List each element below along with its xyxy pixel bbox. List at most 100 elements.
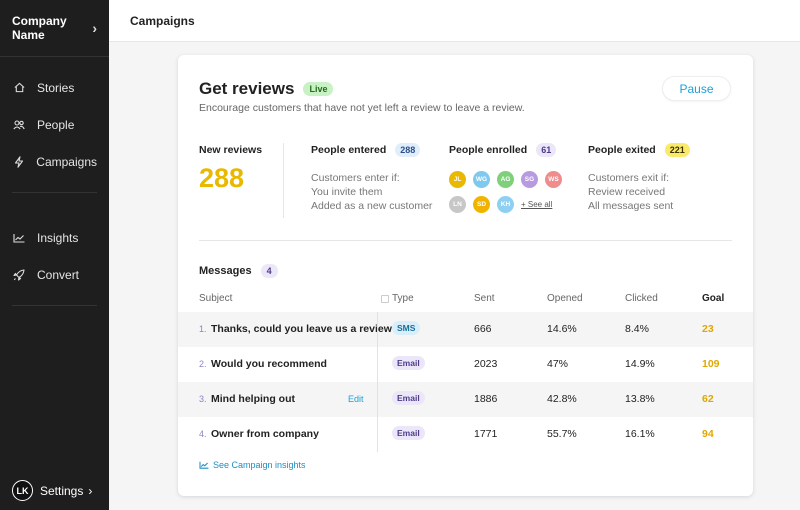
chevron-right-icon: › bbox=[88, 483, 93, 498]
avatar[interactable]: LN bbox=[449, 196, 466, 213]
row-number: 2. bbox=[199, 359, 207, 369]
people-exited-count: 221 bbox=[664, 143, 690, 157]
column-header-sent[interactable]: Sent bbox=[474, 293, 495, 304]
messages-title: Messages bbox=[199, 265, 252, 277]
column-header-opened[interactable]: Opened bbox=[547, 293, 583, 304]
sidebar-item-people[interactable]: People bbox=[12, 106, 97, 143]
clicked-value: 16.1% bbox=[625, 428, 655, 440]
exit-condition-line: All messages sent bbox=[588, 200, 674, 212]
sent-value: 1886 bbox=[474, 393, 498, 405]
column-header-type[interactable]: Type bbox=[392, 293, 414, 304]
nav-secondary: Insights Convert bbox=[12, 207, 97, 306]
campaign-title: Get reviews bbox=[199, 79, 295, 98]
clicked-value: 14.9% bbox=[625, 358, 655, 370]
column-header-goal[interactable]: Goal bbox=[702, 293, 725, 304]
sidebar-item-insights[interactable]: Insights bbox=[12, 219, 97, 256]
insights-link-label: See Campaign insights bbox=[213, 460, 306, 470]
sent-value: 2023 bbox=[474, 358, 498, 370]
sidebar: Company Name › Stories People Campaigns bbox=[0, 0, 109, 510]
sidebar-item-stories[interactable]: Stories bbox=[12, 69, 97, 106]
table-row[interactable]: 3. Mind helping out Edit Email 1886 42.8… bbox=[178, 382, 753, 417]
settings-button[interactable]: LK Settings › bbox=[12, 480, 92, 501]
people-entered-label: People entered bbox=[311, 144, 387, 156]
campaign-description: Encourage customers that have not yet le… bbox=[199, 102, 525, 114]
message-subject[interactable]: Would you recommend bbox=[211, 358, 327, 370]
goal-value: 62 bbox=[702, 393, 714, 405]
sidebar-item-convert[interactable]: Convert bbox=[12, 256, 97, 293]
pause-button[interactable]: Pause bbox=[662, 76, 731, 101]
goal-value: 109 bbox=[702, 358, 720, 370]
row-number: 3. bbox=[199, 394, 207, 404]
chart-icon bbox=[12, 231, 26, 245]
select-all-checkbox[interactable] bbox=[381, 295, 389, 303]
enter-condition-line: You invite them bbox=[311, 186, 383, 198]
people-exited-header: People exited 221 bbox=[588, 143, 690, 157]
company-switcher[interactable]: Company Name › bbox=[0, 0, 109, 57]
enter-condition-line: Customers enter if: bbox=[311, 172, 400, 184]
sidebar-item-label: Stories bbox=[37, 80, 75, 95]
sidebar-item-campaigns[interactable]: Campaigns bbox=[12, 143, 97, 180]
rocket-icon bbox=[12, 268, 26, 282]
row-number: 4. bbox=[199, 429, 207, 439]
message-subject[interactable]: Owner from company bbox=[211, 428, 319, 440]
campaign-title-row: Get reviews Live bbox=[199, 79, 334, 99]
new-reviews-value: 288 bbox=[199, 163, 245, 193]
exit-condition-line: Review received bbox=[588, 186, 666, 198]
clicked-value: 8.4% bbox=[625, 323, 649, 335]
message-subject[interactable]: Mind helping out bbox=[211, 393, 295, 405]
see-all-link[interactable]: + See all bbox=[521, 200, 553, 209]
avatar[interactable]: JL bbox=[449, 171, 466, 188]
message-subject[interactable]: Thanks, could you leave us a review bbox=[211, 323, 392, 335]
people-enrolled-count: 61 bbox=[536, 143, 557, 157]
enter-condition-line: Added as a new customer bbox=[311, 200, 433, 212]
type-badge: Email bbox=[392, 356, 425, 370]
campaign-card: Get reviews Live Encourage customers tha… bbox=[178, 55, 753, 496]
see-campaign-insights-link[interactable]: See Campaign insights bbox=[199, 460, 306, 470]
lightning-icon bbox=[12, 155, 25, 169]
opened-value: 42.8% bbox=[547, 393, 577, 405]
people-enrolled-label: People enrolled bbox=[449, 144, 528, 156]
clicked-value: 13.8% bbox=[625, 393, 655, 405]
divider bbox=[199, 240, 732, 241]
table-row[interactable]: 1. Thanks, could you leave us a review S… bbox=[178, 312, 753, 347]
avatar[interactable]: SG bbox=[521, 171, 538, 188]
divider bbox=[283, 143, 284, 218]
enrolled-avatars: JL WG AG SG WS LN SD KH + See all bbox=[449, 171, 569, 221]
avatar[interactable]: SD bbox=[473, 196, 490, 213]
type-badge: Email bbox=[392, 391, 425, 405]
sidebar-item-label: People bbox=[37, 117, 75, 132]
exit-condition-line: Customers exit if: bbox=[588, 172, 670, 184]
people-enrolled-header: People enrolled 61 bbox=[449, 143, 557, 157]
messages-header: Messages 4 bbox=[199, 264, 278, 278]
avatar[interactable]: WG bbox=[473, 171, 490, 188]
new-reviews-label: New reviews bbox=[199, 144, 263, 156]
column-divider bbox=[377, 312, 378, 452]
company-name: Company Name bbox=[12, 14, 67, 42]
opened-value: 47% bbox=[547, 358, 569, 370]
messages-table: 1. Thanks, could you leave us a review S… bbox=[178, 312, 753, 452]
avatar[interactable]: KH bbox=[497, 196, 514, 213]
goal-value: 23 bbox=[702, 323, 714, 335]
home-icon bbox=[12, 81, 26, 95]
opened-value: 55.7% bbox=[547, 428, 577, 440]
sent-value: 1771 bbox=[474, 428, 498, 440]
sidebar-item-label: Campaigns bbox=[36, 154, 97, 169]
column-header-clicked[interactable]: Clicked bbox=[625, 293, 658, 304]
chart-icon bbox=[199, 461, 209, 469]
avatar: LK bbox=[12, 480, 33, 501]
avatar[interactable]: AG bbox=[497, 171, 514, 188]
table-row[interactable]: 2. Would you recommend Email 2023 47% 14… bbox=[178, 347, 753, 382]
people-entered-header: People entered 288 bbox=[311, 143, 421, 157]
sidebar-item-label: Insights bbox=[37, 230, 79, 245]
avatar[interactable]: WS bbox=[545, 171, 562, 188]
row-number: 1. bbox=[199, 324, 207, 334]
chevron-right-icon: › bbox=[92, 20, 97, 36]
edit-link[interactable]: Edit bbox=[348, 394, 364, 404]
topbar: Campaigns bbox=[109, 0, 800, 42]
column-header-subject[interactable]: Subject bbox=[199, 293, 233, 304]
people-icon bbox=[12, 118, 26, 132]
avatar-row: LN SD KH + See all bbox=[449, 196, 569, 213]
status-badge: Live bbox=[303, 82, 334, 96]
table-row[interactable]: 4. Owner from company Email 1771 55.7% 1… bbox=[178, 417, 753, 452]
type-badge: Email bbox=[392, 426, 425, 440]
